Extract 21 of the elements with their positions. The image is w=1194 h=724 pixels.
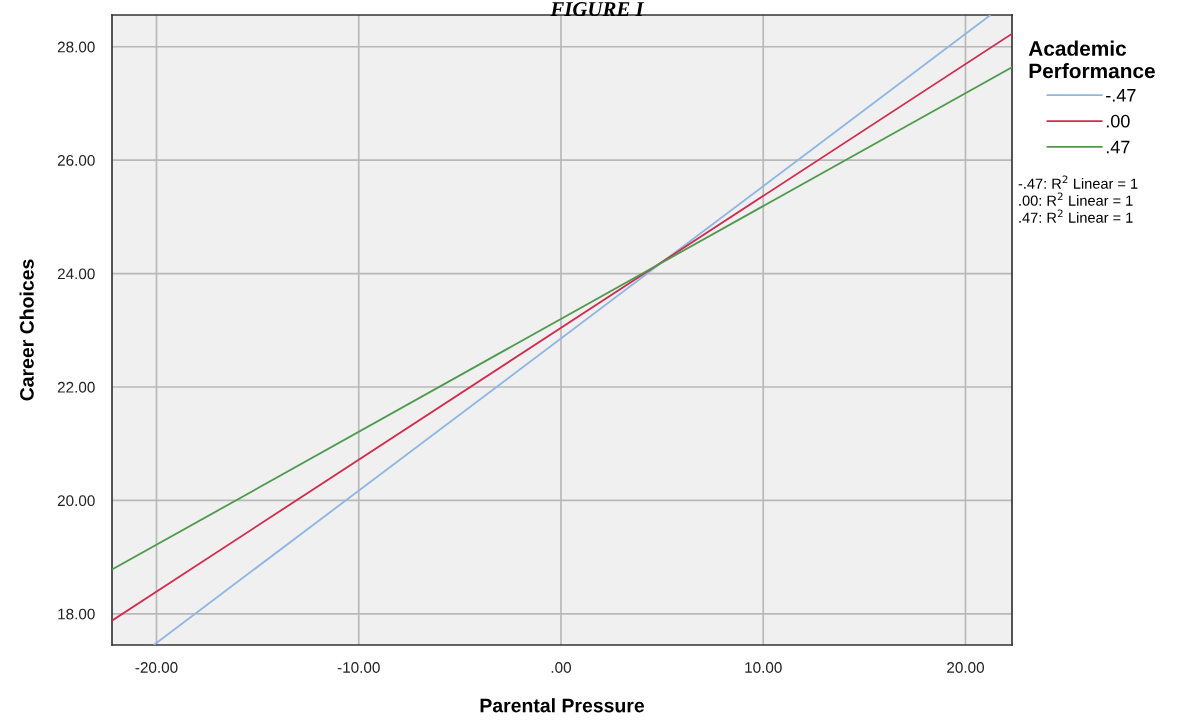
legend-title: Academic Performance [1028, 40, 1155, 79]
text: .00: R$^{2}$ Linear = 1 [1019, 192, 1133, 206]
y-tick-label: 28.00 [57, 41, 95, 53]
y-axis-title: Career Choices [19, 259, 34, 401]
x-tick-label: -20.00 [135, 662, 178, 673]
x-tick-label: 10.00 [745, 662, 782, 673]
y-tick-label: 18.00 [58, 608, 95, 620]
legend-label: .47 [1106, 140, 1130, 154]
y-tick-label: 24.00 [57, 268, 95, 280]
x-tick-label: 20.00 [947, 662, 984, 673]
chart-title: FIGURE I [550, 2, 645, 17]
y-tick-label: 26.00 [57, 155, 95, 166]
legend-label: -.47 [1106, 89, 1136, 102]
x-tick-label: -10.00 [337, 662, 380, 673]
y-tick-label: 20.00 [57, 495, 95, 507]
text: .47: R$^{2}$ Linear = 1 [1019, 209, 1133, 223]
x-tick-label: .00 [551, 662, 572, 673]
text: -.47: R$^{2}$ Linear = 1 [1018, 175, 1138, 189]
x-axis-title: Parental Pressure [480, 698, 645, 713]
legend-label: .00 [1106, 114, 1130, 128]
y-tick-label: 22.00 [57, 381, 95, 393]
